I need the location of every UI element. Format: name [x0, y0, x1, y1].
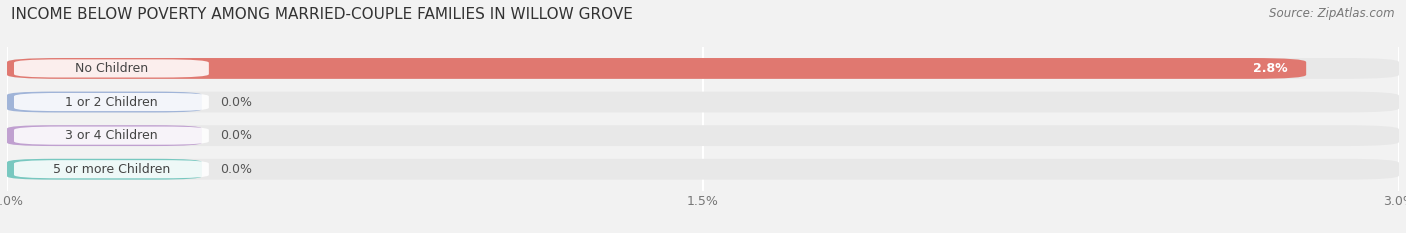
- FancyBboxPatch shape: [7, 159, 1399, 180]
- FancyBboxPatch shape: [7, 92, 202, 113]
- FancyBboxPatch shape: [7, 159, 202, 180]
- FancyBboxPatch shape: [14, 127, 209, 145]
- Text: 5 or more Children: 5 or more Children: [53, 163, 170, 176]
- FancyBboxPatch shape: [14, 93, 209, 111]
- Text: Source: ZipAtlas.com: Source: ZipAtlas.com: [1270, 7, 1395, 20]
- Text: No Children: No Children: [75, 62, 148, 75]
- FancyBboxPatch shape: [14, 59, 209, 78]
- FancyBboxPatch shape: [7, 92, 1399, 113]
- FancyBboxPatch shape: [7, 125, 1399, 146]
- FancyBboxPatch shape: [7, 58, 1306, 79]
- Text: 3 or 4 Children: 3 or 4 Children: [65, 129, 157, 142]
- Text: INCOME BELOW POVERTY AMONG MARRIED-COUPLE FAMILIES IN WILLOW GROVE: INCOME BELOW POVERTY AMONG MARRIED-COUPL…: [11, 7, 633, 22]
- FancyBboxPatch shape: [14, 160, 209, 178]
- Text: 0.0%: 0.0%: [221, 129, 253, 142]
- Text: 0.0%: 0.0%: [221, 96, 253, 109]
- Text: 1 or 2 Children: 1 or 2 Children: [65, 96, 157, 109]
- FancyBboxPatch shape: [7, 58, 1399, 79]
- Text: 2.8%: 2.8%: [1253, 62, 1288, 75]
- Text: 0.0%: 0.0%: [221, 163, 253, 176]
- FancyBboxPatch shape: [7, 125, 202, 146]
